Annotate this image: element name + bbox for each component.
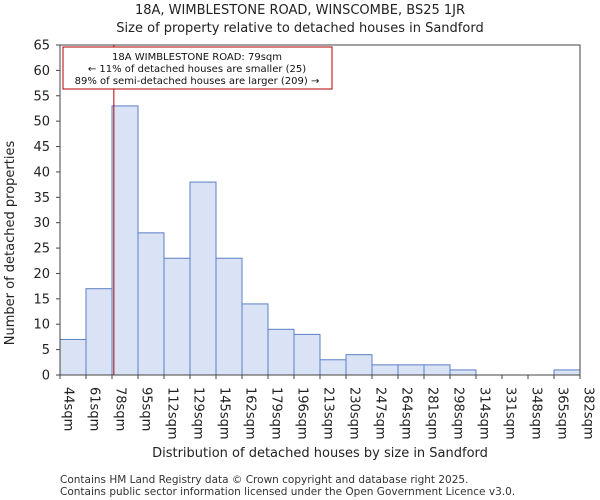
- bar-78sqm: [111, 105, 139, 376]
- x-tick-label: 314sqm: [477, 387, 492, 440]
- x-tick-label: 129sqm: [191, 387, 206, 440]
- bar-230sqm: [345, 354, 373, 376]
- bar-61sqm: [85, 288, 113, 376]
- plot-frame: [59, 44, 581, 376]
- x-tick-label: 348sqm: [529, 387, 544, 440]
- x-tick-label: 44sqm: [61, 387, 76, 431]
- annotation-line-2: ← 11% of detached houses are smaller (25…: [88, 64, 306, 75]
- x-axis-label: Distribution of detached houses by size …: [152, 446, 488, 461]
- bar-213sqm: [319, 359, 347, 376]
- x-tick-label: 145sqm: [217, 387, 232, 440]
- x-tick-label: 196sqm: [295, 387, 310, 440]
- x-tick-label: 61sqm: [87, 387, 102, 431]
- x-tick-label: 298sqm: [451, 387, 466, 440]
- bar-365sqm: [553, 369, 581, 376]
- footer-line-2: Contains public sector information licen…: [60, 486, 515, 498]
- bar-112sqm: [163, 257, 191, 376]
- x-axis-ticks: 44sqm 61sqm 78sqm 95sqm 112sqm 129sqm 145sqm 16…: [59, 375, 596, 440]
- bar-162sqm: [241, 303, 269, 376]
- bar-44sqm: [59, 338, 87, 376]
- bars-group: [59, 105, 581, 376]
- y-tick-label: 35: [33, 191, 50, 206]
- annotation-line-3: 89% of semi-detached houses are larger (…: [75, 76, 320, 87]
- x-tick-label: 179sqm: [269, 387, 284, 440]
- y-axis-ticks: 0 5 10 15 20 25 30 35 40 45 50 55 60 65: [33, 39, 60, 384]
- y-tick-label: 25: [33, 242, 50, 257]
- footer-line-1: Contains HM Land Registry data © Crown c…: [60, 474, 468, 486]
- bar-298sqm: [449, 369, 477, 376]
- x-tick-label: 264sqm: [399, 387, 414, 440]
- annotation-line-1: 18A WIMBLESTONE ROAD: 79sqm: [112, 52, 282, 63]
- y-tick-label: 30: [33, 216, 50, 231]
- y-tick-label: 55: [33, 89, 50, 104]
- y-tick-label: 15: [33, 292, 50, 307]
- bar-247sqm: [371, 364, 399, 376]
- x-tick-label: 331sqm: [503, 387, 518, 440]
- bar-129sqm: [189, 181, 217, 376]
- bar-95sqm: [137, 232, 165, 376]
- y-axis-label: Number of detached properties: [3, 141, 18, 346]
- y-tick-label: 40: [33, 165, 50, 180]
- x-tick-label: 95sqm: [139, 387, 154, 431]
- x-tick-label: 78sqm: [113, 387, 128, 431]
- y-tick-label: 45: [33, 140, 50, 155]
- x-tick-label: 112sqm: [165, 387, 180, 440]
- x-tick-label: 382sqm: [581, 387, 596, 440]
- x-tick-label: 230sqm: [347, 387, 362, 440]
- bar-281sqm: [423, 364, 451, 376]
- bar-145sqm: [215, 257, 243, 376]
- bar-264sqm: [397, 364, 425, 376]
- chart-subtitle: Size of property relative to detached ho…: [116, 21, 483, 36]
- bar-179sqm: [267, 328, 295, 376]
- y-tick-label: 60: [33, 64, 50, 79]
- x-tick-label: 213sqm: [321, 387, 336, 440]
- x-tick-label: 281sqm: [425, 387, 440, 440]
- x-tick-label: 247sqm: [373, 387, 388, 440]
- bar-196sqm: [293, 333, 321, 376]
- x-tick-label: 365sqm: [555, 387, 570, 440]
- y-tick-label: 10: [33, 318, 50, 333]
- y-tick-label: 0: [42, 369, 50, 384]
- y-tick-label: 65: [33, 39, 50, 54]
- annotation-box: [62, 46, 333, 90]
- y-tick-label: 50: [33, 115, 50, 130]
- y-tick-label: 20: [33, 267, 50, 282]
- y-tick-label: 5: [42, 343, 50, 358]
- chart-title: 18A, WIMBLESTONE ROAD, WINSCOMBE, BS25 1…: [135, 3, 465, 18]
- x-tick-label: 162sqm: [243, 387, 258, 440]
